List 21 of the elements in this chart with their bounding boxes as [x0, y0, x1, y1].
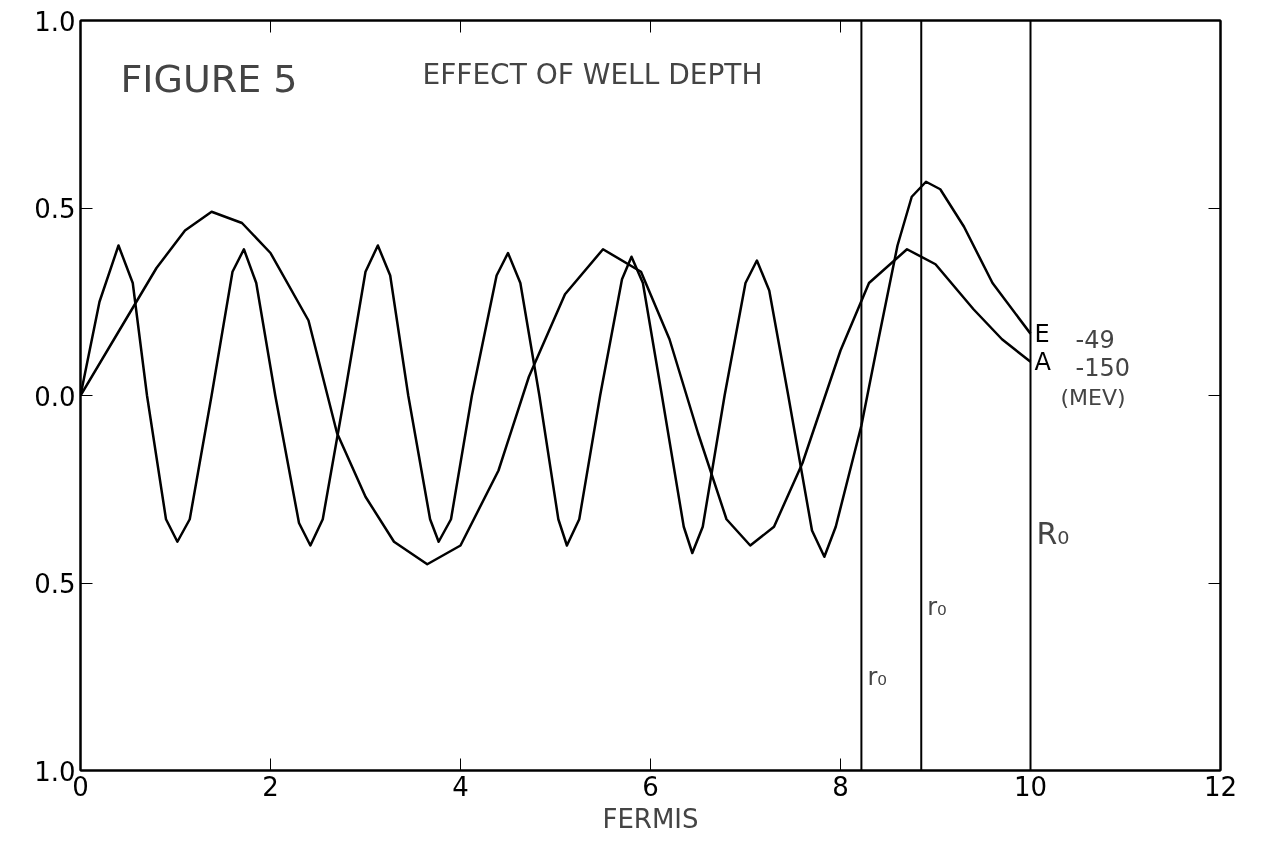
- x-tick-label: 12: [1203, 771, 1238, 802]
- y-tick-label: 1.0: [34, 6, 76, 37]
- x-tick-label: 2: [262, 771, 279, 802]
- x-tick-label: 10: [1013, 771, 1048, 802]
- y-tick-label: 0.5: [34, 194, 76, 224]
- y-tick-label: 0.5: [34, 569, 76, 599]
- y-tick-label: 0.0: [34, 381, 76, 412]
- x-tick-label: 4: [452, 771, 469, 802]
- annotation: FIGURE 5: [120, 56, 298, 101]
- ref-line-label: r₀: [867, 662, 887, 691]
- x-tick-label: 6: [642, 771, 659, 802]
- ref-line-label: r₀: [927, 592, 947, 621]
- x-tick-label: 8: [832, 771, 849, 802]
- annotation: (MEV): [1060, 384, 1126, 410]
- x-axis-title: FERMIS: [602, 803, 699, 834]
- series-label: E: [1034, 319, 1050, 348]
- annotation: -150: [1075, 353, 1130, 382]
- annotation: -49: [1075, 325, 1115, 354]
- text: EFFECT OF WELL DEPTH: [422, 57, 763, 91]
- series-label: A: [1034, 347, 1052, 376]
- ref-line-label: R₀: [1036, 515, 1070, 551]
